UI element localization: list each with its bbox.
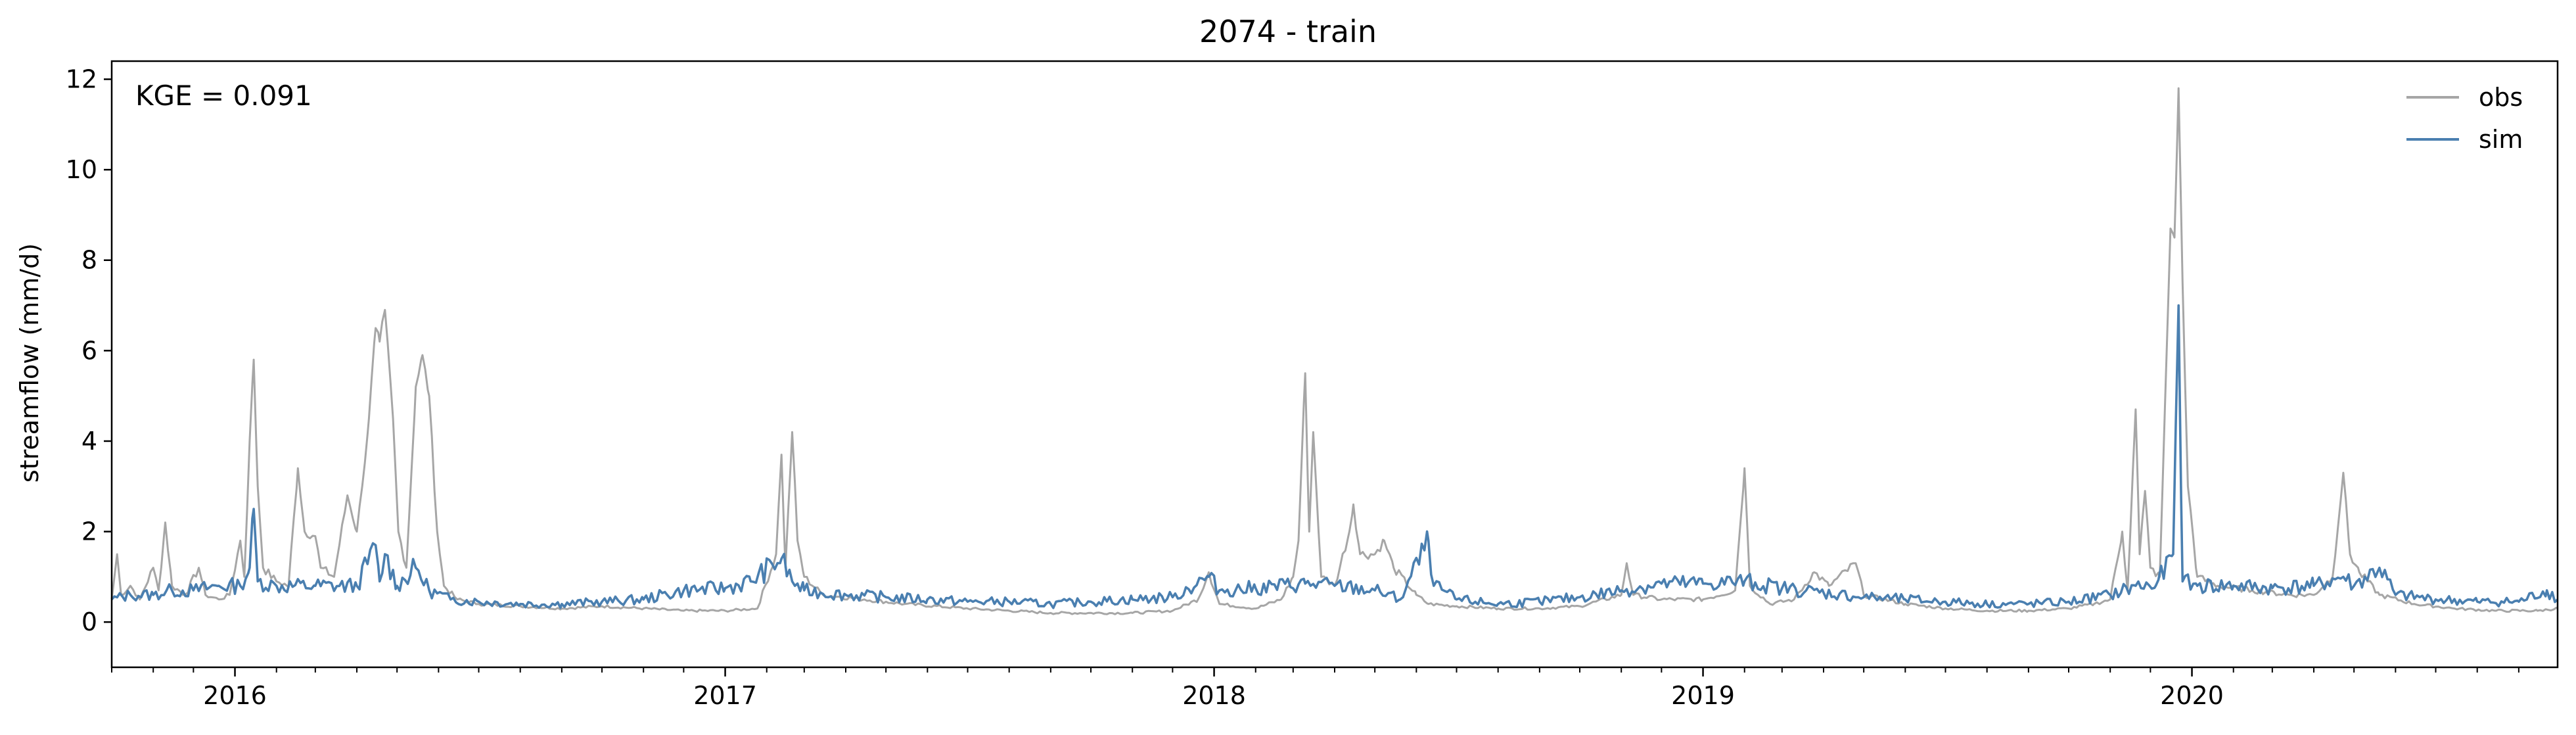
x-tick-label: 2017 bbox=[693, 681, 757, 710]
plot-frame bbox=[110, 60, 2559, 669]
y-tick-label: 6 bbox=[81, 336, 97, 365]
series-line-obs bbox=[110, 87, 2558, 615]
x-tick-label: 2019 bbox=[1671, 681, 1735, 710]
x-axis: 2016 2017 2018 2019 2020 bbox=[111, 667, 2519, 710]
y-tick-label: 4 bbox=[81, 427, 97, 456]
y-axis: 0 2 4 6 8 10 12 bbox=[66, 65, 112, 636]
y-tick-label: 12 bbox=[66, 65, 97, 94]
series-line-sim bbox=[110, 304, 2559, 609]
chart-title: 2074 - train bbox=[1199, 14, 1377, 49]
plot-area bbox=[110, 87, 2559, 615]
kge-annotation: KGE = 0.091 bbox=[135, 80, 312, 112]
y-tick-label: 8 bbox=[81, 246, 97, 275]
x-tick-label: 2020 bbox=[2160, 681, 2224, 710]
y-tick-label: 2 bbox=[81, 517, 97, 546]
x-tick-label: 2016 bbox=[203, 681, 267, 710]
legend-label-sim: sim bbox=[2479, 125, 2523, 154]
y-tick-label: 10 bbox=[66, 155, 97, 184]
legend-label-obs: obs bbox=[2479, 83, 2523, 112]
y-tick-label: 0 bbox=[81, 607, 97, 636]
x-tick-label: 2018 bbox=[1182, 681, 1246, 710]
legend: obs sim bbox=[2406, 83, 2523, 154]
y-axis-label: streamflow (mm/d) bbox=[15, 243, 44, 483]
